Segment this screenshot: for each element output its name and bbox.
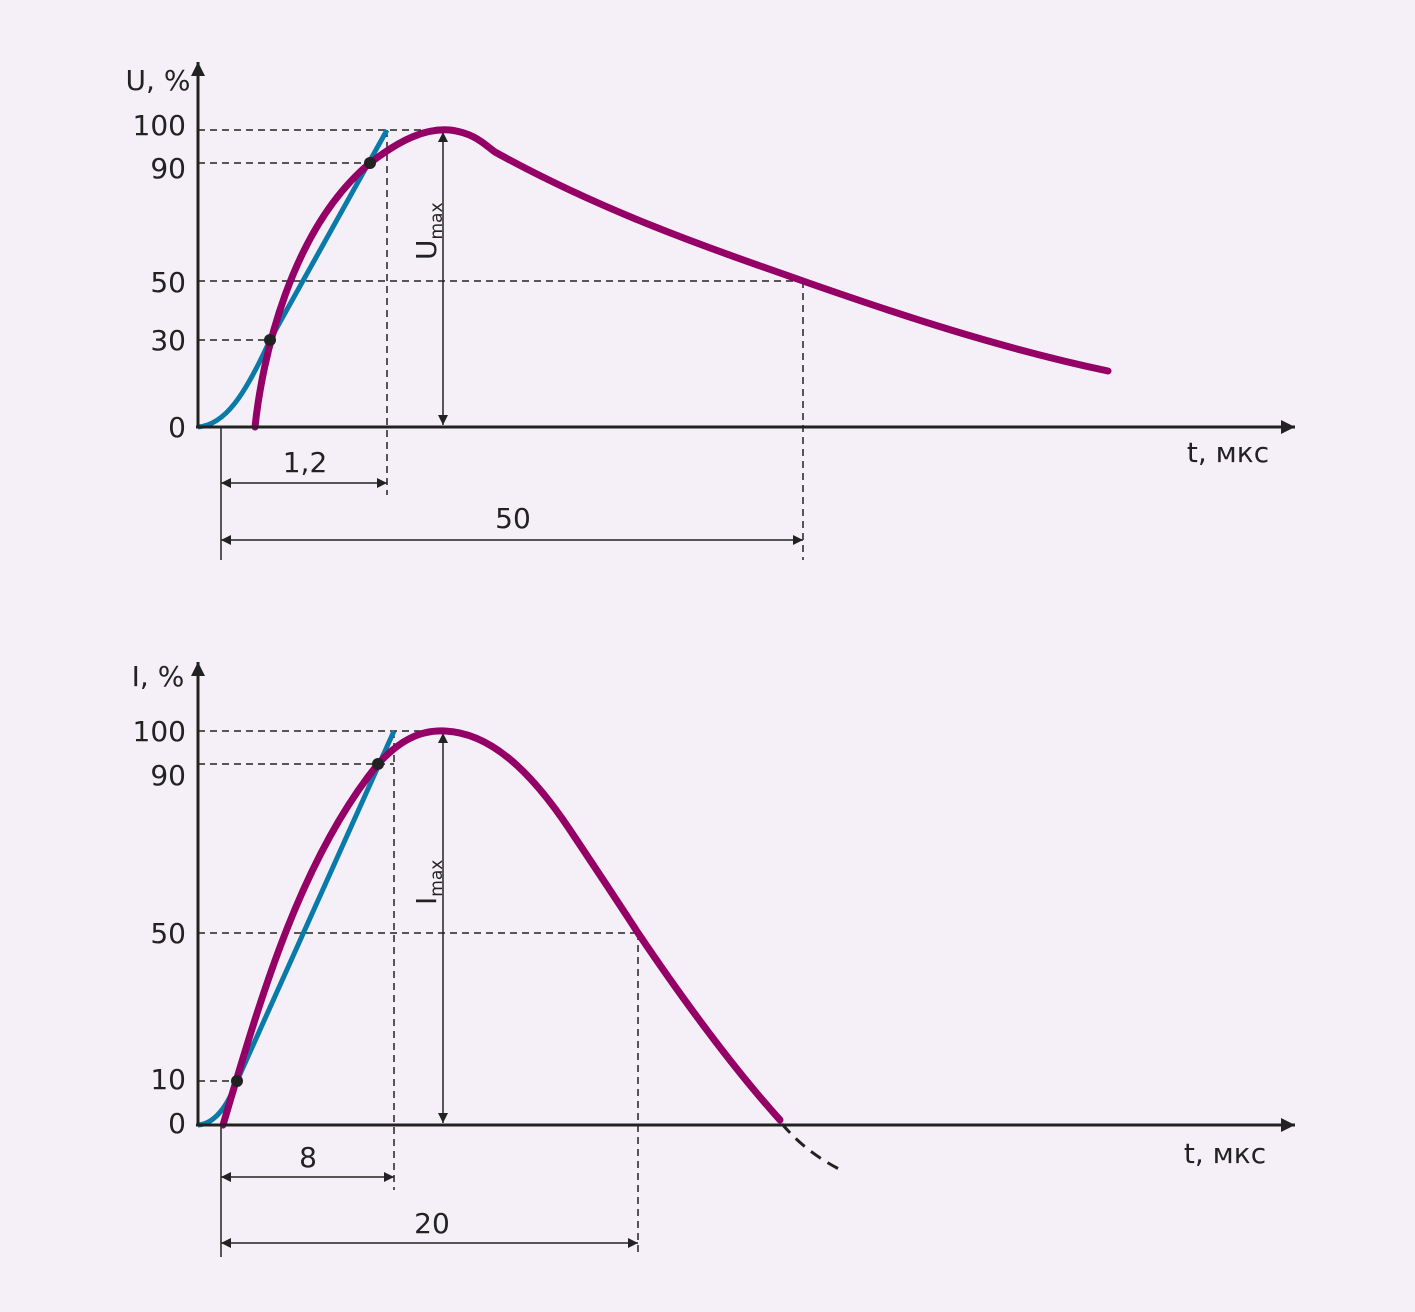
x-axis-label: t, мкс xyxy=(1187,436,1269,469)
dimension-label: 50 xyxy=(495,502,531,535)
dashed-tail xyxy=(780,1123,846,1174)
peak-label-sub: max xyxy=(427,202,447,239)
tick-label: 100 xyxy=(133,109,186,142)
point xyxy=(264,334,276,346)
point xyxy=(364,157,376,169)
blue-curve xyxy=(197,729,397,1128)
purple-curve xyxy=(251,126,1112,431)
y-axis-label: U, % xyxy=(126,64,191,97)
voltage-panel: U, % t, мкс 100 90 50 30 0 1,2 50 Umax xyxy=(126,62,1295,560)
peak-label-main: U xyxy=(410,240,443,261)
tick-label: 90 xyxy=(150,152,186,185)
dimension-label: 1,2 xyxy=(283,446,328,479)
peak-label-sub: max xyxy=(427,860,447,897)
peak-label: Imax xyxy=(410,860,447,905)
guide-lines xyxy=(198,730,639,1257)
tick-label: 0 xyxy=(168,411,186,444)
point xyxy=(231,1075,243,1087)
tick-label: 50 xyxy=(150,266,186,299)
peak-label: Umax xyxy=(410,202,447,260)
current-panel: I, % t, мкс 100 90 50 10 0 8 20 Imax xyxy=(132,660,1295,1257)
peak-label-main: I xyxy=(410,897,443,905)
tick-label: 50 xyxy=(150,917,186,950)
tick-label: 10 xyxy=(150,1063,186,1096)
tick-label: 100 xyxy=(133,715,186,748)
dimension-label: 8 xyxy=(299,1141,317,1174)
point xyxy=(372,758,384,770)
guide-lines xyxy=(198,129,804,560)
tick-label: 30 xyxy=(150,324,186,357)
tick-label: 0 xyxy=(168,1107,186,1140)
dimension-label: 20 xyxy=(414,1207,450,1240)
tick-label: 90 xyxy=(150,759,186,792)
purple-curve xyxy=(219,727,784,1129)
x-axis-label: t, мкс xyxy=(1184,1137,1266,1170)
y-axis-label: I, % xyxy=(132,660,185,693)
